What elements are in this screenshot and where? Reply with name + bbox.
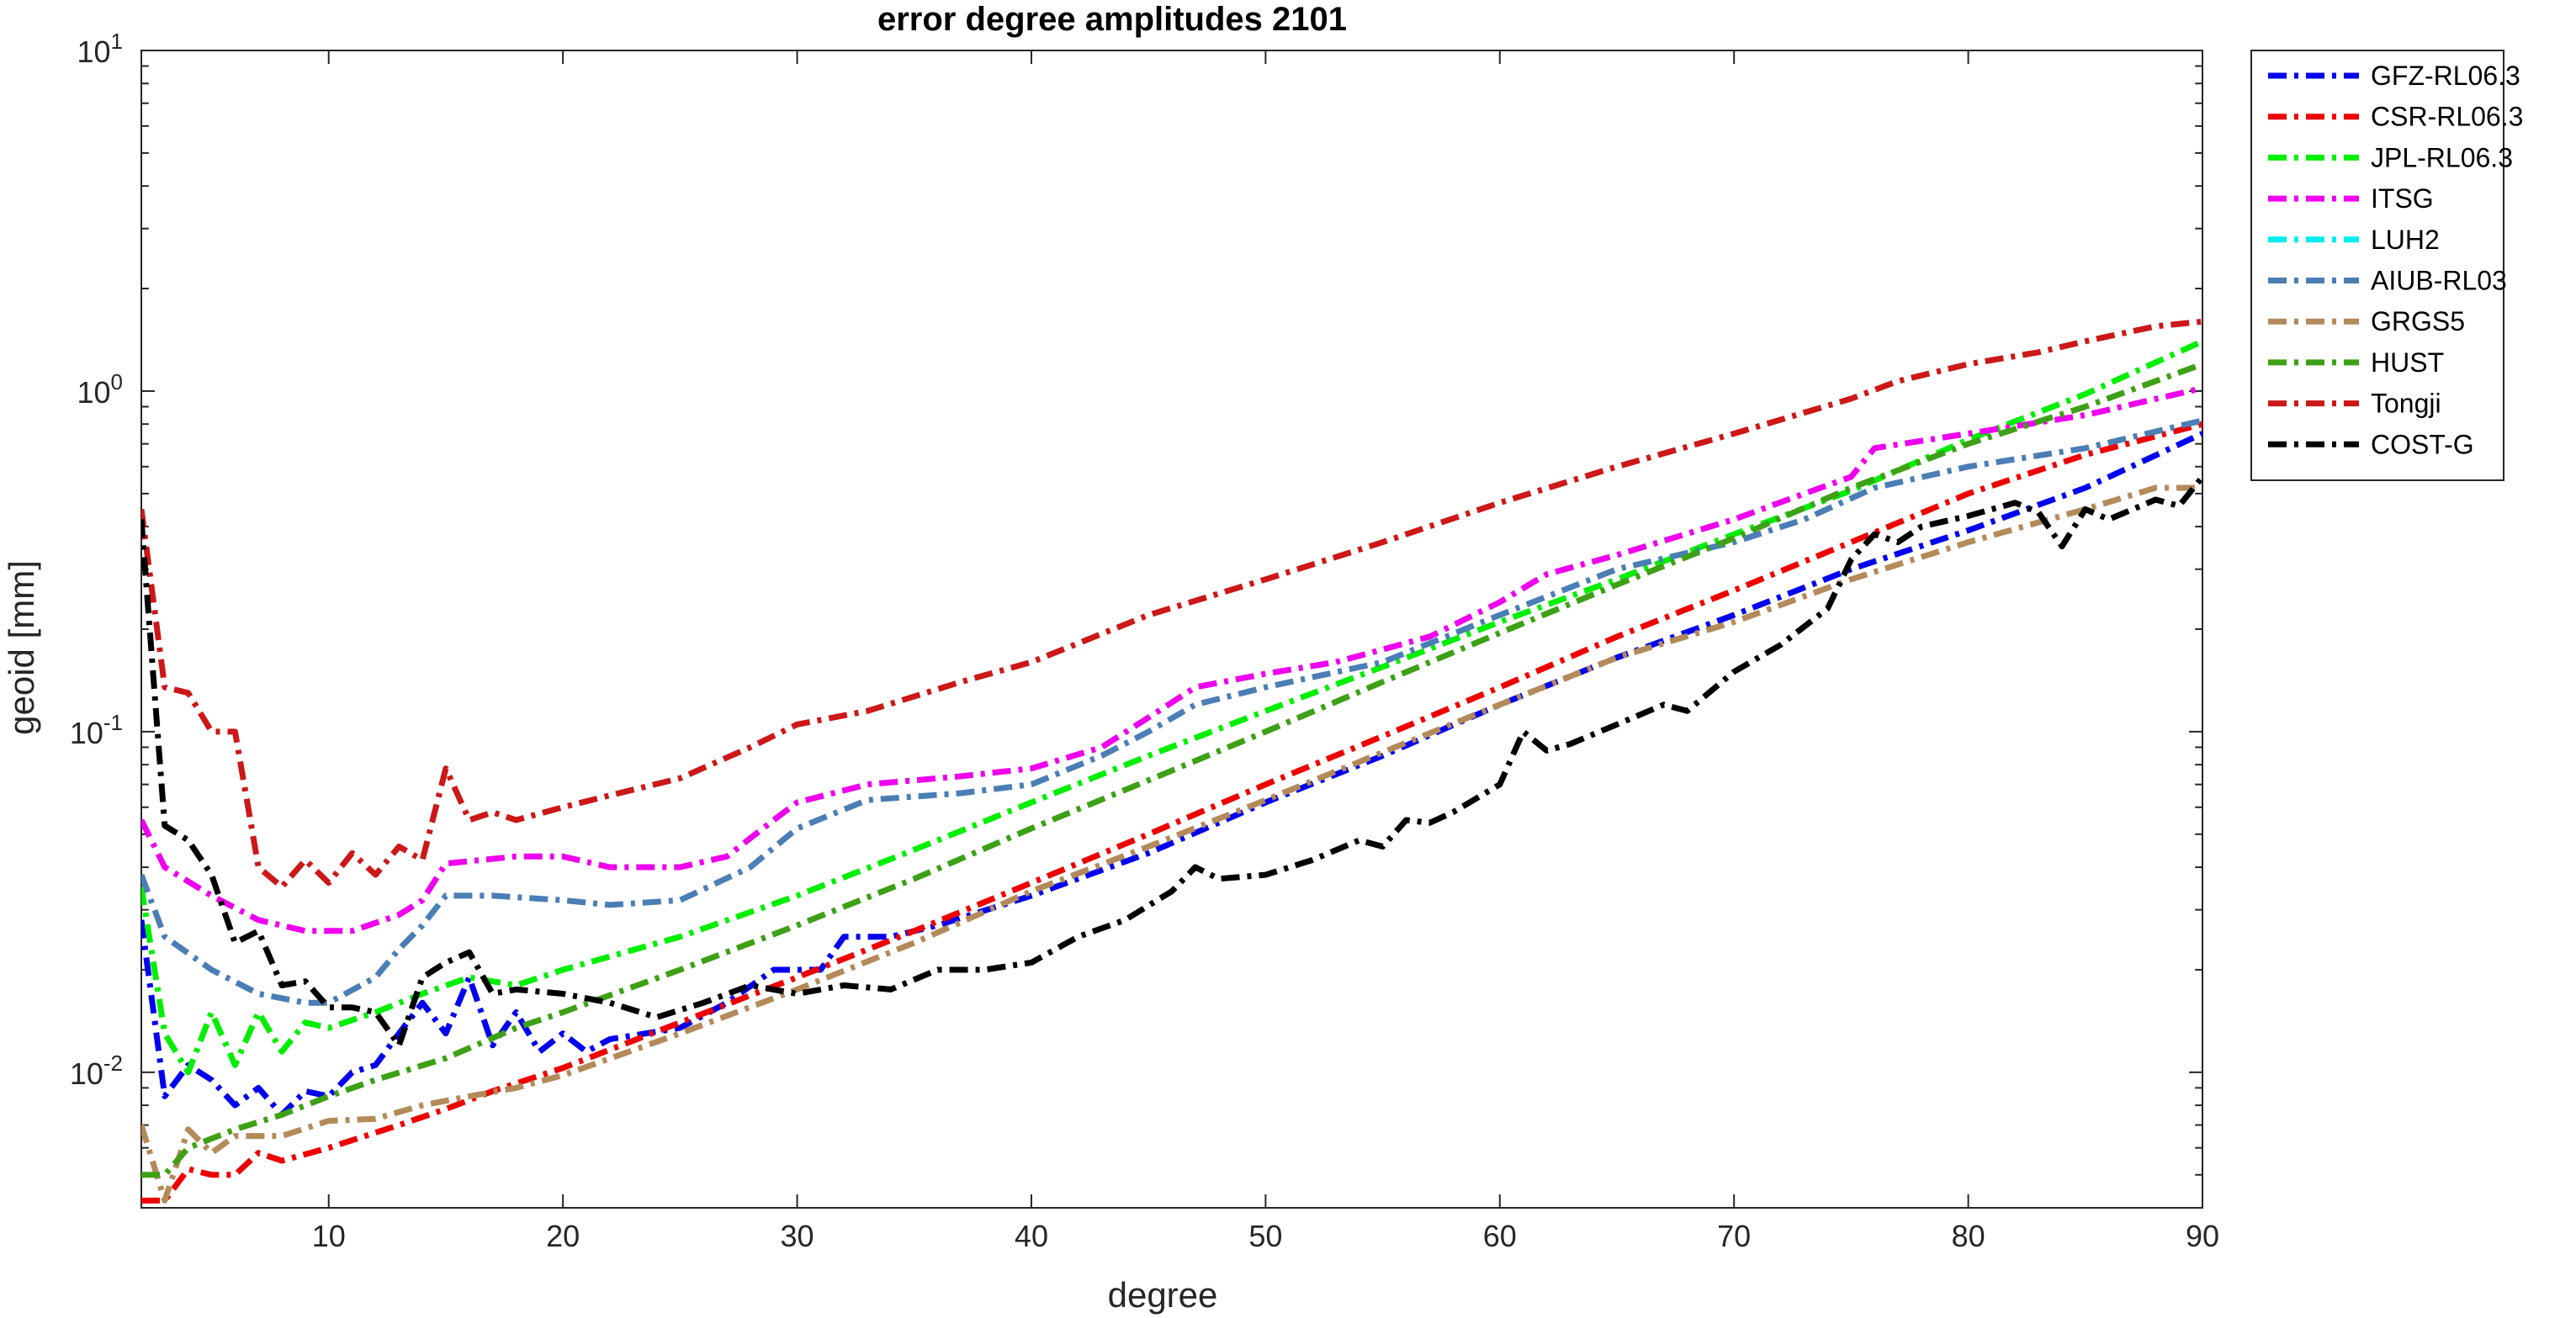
x-tick-label: 50: [1248, 1219, 1282, 1253]
series-line-aiub-rl03: [141, 417, 2202, 1006]
x-tick-label: 80: [1952, 1219, 1985, 1253]
series-line-gfz-rl06-3: [141, 431, 2202, 1118]
y-tick-label: 100: [77, 369, 123, 410]
legend: GFZ-RL06.3 CSR-RL06.3 JPL-RL06.3 ITSG LUH2 AI…: [2250, 50, 2523, 481]
legend-label-itsg: ITSG: [2371, 183, 2434, 214]
x-tick-label: 90: [2186, 1219, 2219, 1253]
x-tick-label: 70: [1717, 1219, 1751, 1253]
series-line-itsg: [141, 385, 2202, 934]
legend-label-jpl-rl06-3: JPL-RL06.3: [2371, 142, 2513, 172]
legend-label-grgs5: GRGS5: [2371, 306, 2465, 336]
x-tick-label: 40: [1015, 1219, 1048, 1253]
legend-label-cost-g: COST-G: [2371, 429, 2474, 459]
series-line-hust: [141, 361, 2202, 1178]
plot-frame: [140, 50, 2203, 1209]
series-line-jpl-rl06-3: [141, 338, 2202, 1076]
x-tick-label: 30: [781, 1219, 814, 1253]
y-tick-label: 10-2: [70, 1051, 123, 1091]
series-line-csr-rl06-3: [141, 421, 2202, 1204]
legend-label-csr-rl06-3: CSR-RL06.3: [2371, 102, 2523, 132]
axes: 10 20 30 40 50 60 70 80 90 10-2 10-1 100 101: [70, 29, 2219, 1253]
legend-label-tongji: Tongji: [2371, 389, 2441, 419]
x-tick-label: 10: [312, 1219, 346, 1253]
x-tick-label: 20: [546, 1219, 580, 1253]
y-axis-label: geoid [mm]: [2, 560, 41, 735]
legend-label-gfz-rl06-3: GFZ-RL06.3: [2371, 61, 2520, 91]
legend-label-hust: HUST: [2371, 347, 2444, 378]
x-tick-label: 60: [1483, 1219, 1517, 1253]
legend-label-luh2: LUH2: [2371, 225, 2440, 255]
chart-title: error degree amplitudes 2101: [877, 1, 1347, 38]
series-layer: [141, 318, 2202, 1204]
legend-box: [2250, 50, 2504, 481]
legend-label-aiub-rl03: AIUB-RL03: [2371, 266, 2507, 296]
series-line-grgs5: [141, 484, 2202, 1204]
x-axis-label: degree: [1108, 1275, 1218, 1315]
series-line-cost-g: [141, 474, 2202, 1049]
y-tick-label: 101: [77, 29, 123, 69]
series-line-tongji: [141, 318, 2202, 890]
y-tick-label: 10-1: [70, 710, 123, 750]
